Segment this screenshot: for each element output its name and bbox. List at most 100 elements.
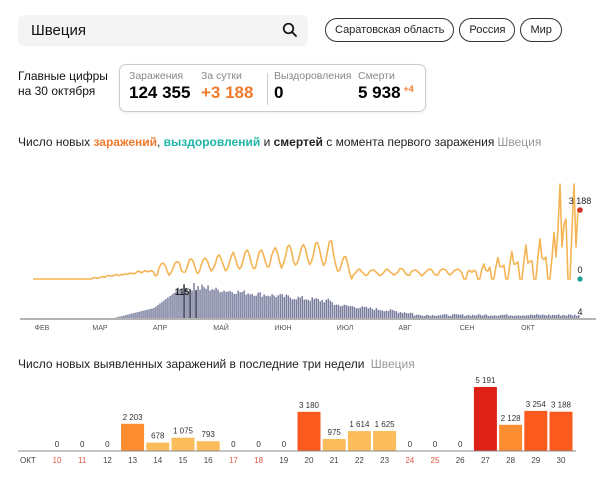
death-bar bbox=[197, 286, 199, 318]
death-bar bbox=[351, 306, 354, 318]
death-bar bbox=[187, 291, 189, 318]
death-bar bbox=[467, 314, 470, 318]
bar-value-label: 0 bbox=[105, 440, 110, 449]
infections-line-recent bbox=[557, 183, 579, 280]
death-bar bbox=[311, 297, 313, 318]
death-bar bbox=[123, 315, 125, 318]
death-bar bbox=[341, 305, 344, 318]
search-icon[interactable] bbox=[282, 22, 298, 38]
death-bar bbox=[315, 298, 317, 318]
death-bar bbox=[137, 312, 139, 318]
death-bar bbox=[427, 315, 430, 318]
death-bar bbox=[245, 294, 247, 318]
x-tick-label: 23 bbox=[380, 456, 389, 465]
death-bar bbox=[219, 292, 221, 318]
death-bar bbox=[465, 315, 468, 318]
search-input[interactable]: Швеция bbox=[18, 15, 308, 46]
death-bar bbox=[349, 306, 352, 318]
bar[interactable] bbox=[121, 423, 145, 451]
death-bar bbox=[489, 315, 492, 318]
death-bar bbox=[493, 315, 496, 318]
death-bar bbox=[457, 314, 460, 318]
death-bar bbox=[435, 315, 438, 318]
infections-last-label: 3 188 bbox=[569, 196, 592, 206]
chart2-title: Число новых выявленных заражений в после… bbox=[18, 357, 415, 371]
death-bar bbox=[381, 310, 384, 318]
death-bar bbox=[203, 287, 205, 318]
x-tick-label: 13 bbox=[128, 456, 137, 465]
death-bar bbox=[305, 299, 307, 318]
death-bar bbox=[295, 299, 297, 318]
bar[interactable] bbox=[171, 437, 195, 451]
death-bar bbox=[441, 314, 444, 318]
death-bar bbox=[275, 297, 277, 318]
month-label: ОКТ bbox=[20, 456, 36, 465]
pill-russia[interactable]: Россия bbox=[459, 18, 516, 42]
death-bar bbox=[425, 315, 428, 318]
death-bar bbox=[375, 308, 378, 318]
bar-value-label: 1 625 bbox=[375, 420, 396, 429]
death-bar bbox=[217, 289, 219, 318]
death-bar bbox=[253, 295, 255, 318]
death-bar bbox=[401, 313, 404, 318]
death-bar bbox=[549, 315, 552, 318]
death-bar bbox=[531, 315, 534, 318]
bar[interactable] bbox=[549, 411, 573, 451]
x-tick-label: 29 bbox=[531, 456, 540, 465]
recoveries-last-label: 0 bbox=[577, 265, 582, 275]
death-bar bbox=[525, 315, 528, 318]
bar[interactable] bbox=[297, 411, 321, 451]
death-bar bbox=[131, 313, 133, 318]
stat-recoveries-value: 0 bbox=[274, 83, 284, 102]
bar[interactable] bbox=[524, 410, 548, 451]
bar[interactable] bbox=[146, 442, 170, 451]
bar[interactable] bbox=[473, 387, 497, 451]
bar-value-label: 2 128 bbox=[501, 414, 522, 423]
bar[interactable] bbox=[322, 439, 346, 451]
death-bar bbox=[459, 314, 462, 318]
death-bar bbox=[385, 310, 388, 318]
death-bar bbox=[223, 290, 225, 318]
pill-world[interactable]: Мир bbox=[520, 18, 562, 42]
bar-value-label: 0 bbox=[458, 440, 463, 449]
death-bar bbox=[325, 299, 327, 318]
death-bar bbox=[313, 298, 315, 318]
stats-divider bbox=[267, 73, 268, 105]
death-bar bbox=[153, 308, 155, 318]
death-bar bbox=[173, 293, 175, 318]
death-bar bbox=[181, 291, 183, 318]
death-bar bbox=[545, 315, 548, 318]
bar-value-label: 0 bbox=[80, 440, 85, 449]
death-bar bbox=[343, 304, 346, 318]
death-bar bbox=[127, 314, 129, 318]
chart1-title-recoveries: выздоровлений bbox=[163, 135, 261, 149]
death-bar bbox=[139, 311, 141, 318]
death-bar bbox=[133, 313, 135, 318]
death-bar bbox=[473, 315, 476, 318]
death-bar bbox=[165, 299, 167, 318]
chart2-title-region: Швеция bbox=[370, 357, 415, 371]
death-bar bbox=[189, 288, 191, 318]
x-tick-label: АПР bbox=[153, 325, 168, 332]
bar[interactable] bbox=[347, 431, 371, 451]
death-bar bbox=[177, 287, 179, 318]
bar[interactable] bbox=[499, 424, 523, 451]
pill-saratov[interactable]: Саратовская область bbox=[325, 18, 455, 42]
bar[interactable] bbox=[196, 441, 220, 451]
death-bar bbox=[433, 315, 436, 318]
death-bar bbox=[566, 315, 568, 318]
death-bar bbox=[151, 308, 153, 318]
bar-value-label: 3 254 bbox=[526, 400, 547, 409]
death-bar bbox=[213, 289, 215, 318]
death-bar bbox=[453, 314, 456, 318]
bar[interactable] bbox=[373, 431, 397, 451]
stat-per-day: За сутки +3 188 bbox=[201, 70, 253, 103]
death-bar bbox=[333, 305, 336, 318]
death-bar bbox=[329, 300, 331, 318]
death-bar bbox=[171, 294, 173, 318]
bar-value-label: 5 191 bbox=[475, 376, 496, 385]
x-tick-label: 14 bbox=[153, 456, 162, 465]
death-bar bbox=[517, 315, 520, 318]
bar-value-label: 0 bbox=[256, 440, 261, 449]
death-bar bbox=[463, 316, 466, 318]
